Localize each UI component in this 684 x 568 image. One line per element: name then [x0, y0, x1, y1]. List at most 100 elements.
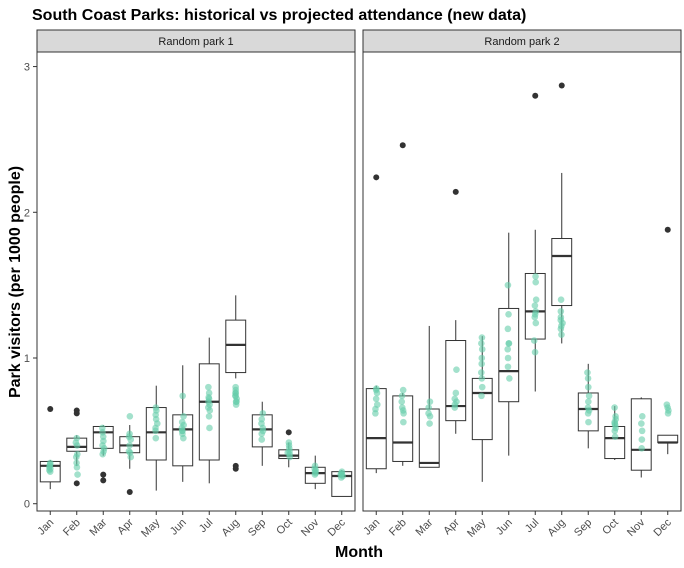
- data-point: [585, 392, 593, 400]
- data-point: [478, 354, 486, 362]
- data-point: [426, 420, 433, 427]
- data-point: [478, 334, 486, 341]
- panel-background: [363, 52, 681, 511]
- data-point: [638, 427, 646, 435]
- data-point: [453, 398, 460, 406]
- data-point: [557, 316, 565, 324]
- strip-label: Random park 1: [158, 36, 233, 48]
- data-point: [425, 410, 432, 417]
- x-tick-label: Mar: [87, 516, 109, 538]
- data-point: [178, 418, 186, 426]
- data-point: [478, 340, 485, 347]
- x-tick-label: Oct: [600, 517, 621, 538]
- data-point: [126, 430, 133, 438]
- data-point: [478, 360, 485, 368]
- data-point: [504, 345, 511, 353]
- box-mar: [418, 325, 440, 468]
- data-point: [663, 401, 671, 408]
- data-point: [478, 375, 486, 382]
- y-axis-title: Park visitors (per 1000 people): [7, 166, 24, 398]
- data-point: [126, 442, 133, 449]
- y-tick-label: 1: [24, 353, 30, 365]
- outlier-point: [399, 142, 406, 149]
- x-tick-label: Aug: [220, 517, 242, 539]
- x-tick-label: Jan: [361, 517, 382, 538]
- y-tick-label: 2: [24, 207, 30, 219]
- data-point: [372, 386, 380, 394]
- outlier-point: [232, 465, 239, 472]
- data-point: [638, 412, 646, 420]
- box-nov: [630, 397, 652, 478]
- data-point: [259, 427, 267, 435]
- x-tick-label: Feb: [387, 517, 409, 539]
- data-point: [258, 436, 266, 443]
- data-point: [126, 412, 134, 420]
- x-tick-label: Nov: [299, 516, 322, 539]
- y-tick-label: 0: [24, 499, 30, 511]
- data-point: [506, 375, 513, 382]
- data-point: [152, 424, 159, 432]
- data-point: [178, 427, 186, 435]
- data-point: [398, 398, 406, 406]
- panel-background: [37, 52, 355, 511]
- box-apr: [445, 188, 467, 434]
- x-tick-label: Jul: [197, 517, 215, 535]
- data-point: [452, 389, 460, 397]
- box-iqr: [551, 238, 573, 307]
- data-point: [284, 449, 292, 457]
- data-point: [532, 278, 540, 286]
- outlier-point: [73, 480, 80, 487]
- data-point: [152, 404, 160, 411]
- data-point: [205, 395, 213, 403]
- data-point: [73, 434, 81, 442]
- data-point: [312, 466, 320, 474]
- x-tick-label: Feb: [61, 517, 83, 539]
- data-point: [74, 471, 81, 478]
- x-tick-label: Sep: [246, 517, 268, 539]
- x-tick-label: Aug: [546, 517, 568, 539]
- data-point: [478, 383, 486, 391]
- data-point: [478, 345, 486, 353]
- outlier-point: [452, 188, 459, 195]
- panel-2: Random park 2 Jan Feb Mar Apr May Jun Jul Aug Sep…: [361, 29, 682, 540]
- data-point: [531, 313, 539, 321]
- data-point: [478, 392, 485, 400]
- box-aug: [551, 82, 573, 344]
- data-point: [179, 392, 186, 400]
- data-point: [233, 398, 240, 406]
- panel-border: [36, 51, 356, 512]
- x-tick-label: Jun: [494, 517, 515, 538]
- data-point: [372, 395, 380, 403]
- data-point: [74, 450, 81, 458]
- panel-1: Random park 1 Jan Feb Mar Apr May Jun Jul Aug Sep…: [24, 29, 356, 540]
- outlier-point: [100, 477, 107, 484]
- x-axis-title: Month: [335, 544, 383, 561]
- x-tick-label: May: [139, 516, 163, 540]
- outlier-point: [664, 226, 671, 233]
- data-point: [205, 412, 213, 420]
- data-point: [180, 412, 187, 420]
- data-point: [584, 375, 592, 382]
- data-point: [612, 412, 619, 420]
- data-point: [453, 366, 460, 373]
- data-point: [530, 337, 538, 344]
- data-point: [557, 308, 565, 315]
- data-point: [638, 445, 645, 452]
- box-dec: [657, 226, 679, 455]
- outlier-point: [558, 82, 565, 89]
- data-point: [232, 389, 239, 397]
- data-point: [46, 466, 53, 474]
- x-tick-label: Nov: [625, 516, 648, 539]
- data-point: [611, 433, 619, 440]
- data-point: [585, 383, 592, 391]
- data-point: [258, 415, 266, 423]
- data-point: [558, 331, 565, 338]
- data-point: [478, 369, 485, 376]
- data-point: [504, 363, 512, 371]
- data-point: [504, 325, 512, 333]
- data-point: [611, 404, 618, 411]
- data-point: [532, 319, 540, 327]
- x-tick-label: Mar: [413, 516, 435, 538]
- data-point: [73, 459, 80, 467]
